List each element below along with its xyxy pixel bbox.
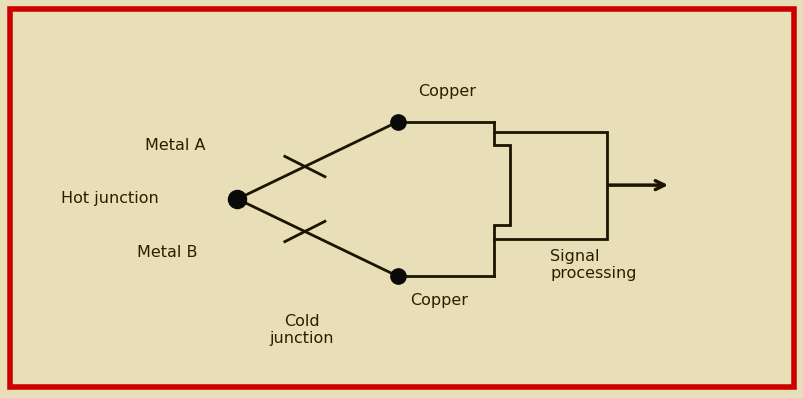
- Text: Copper: Copper: [418, 84, 475, 100]
- Text: Hot junction: Hot junction: [61, 191, 158, 207]
- Text: Copper: Copper: [410, 293, 467, 308]
- Text: Metal A: Metal A: [145, 138, 205, 153]
- Text: Signal
processing: Signal processing: [550, 249, 636, 281]
- Text: Cold
junction: Cold junction: [269, 314, 333, 346]
- Text: Metal B: Metal B: [137, 245, 197, 260]
